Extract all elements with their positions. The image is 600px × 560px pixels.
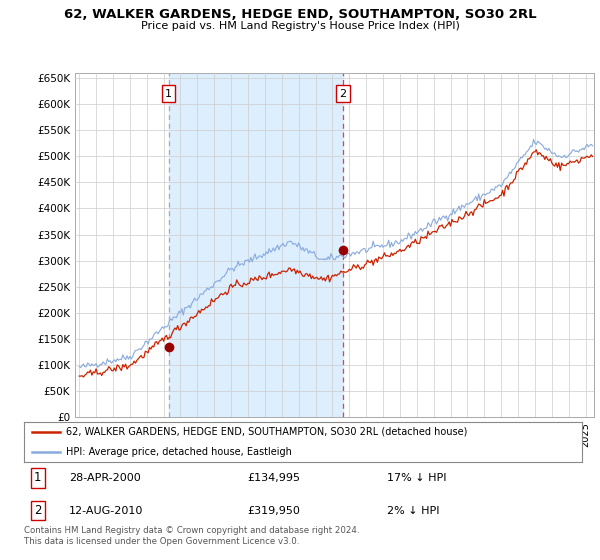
Text: 2: 2	[34, 504, 41, 517]
Text: 28-APR-2000: 28-APR-2000	[68, 473, 140, 483]
Text: 62, WALKER GARDENS, HEDGE END, SOUTHAMPTON, SO30 2RL (detached house): 62, WALKER GARDENS, HEDGE END, SOUTHAMPT…	[66, 427, 467, 437]
Text: £319,950: £319,950	[247, 506, 300, 516]
Text: Contains HM Land Registry data © Crown copyright and database right 2024.
This d: Contains HM Land Registry data © Crown c…	[24, 526, 359, 546]
Bar	[169, 73, 343, 417]
Text: 12-AUG-2010: 12-AUG-2010	[68, 506, 143, 516]
Text: Price paid vs. HM Land Registry's House Price Index (HPI): Price paid vs. HM Land Registry's House …	[140, 21, 460, 31]
Text: 62, WALKER GARDENS, HEDGE END, SOUTHAMPTON, SO30 2RL: 62, WALKER GARDENS, HEDGE END, SOUTHAMPT…	[64, 8, 536, 21]
Text: HPI: Average price, detached house, Eastleigh: HPI: Average price, detached house, East…	[66, 447, 292, 457]
Text: 2% ↓ HPI: 2% ↓ HPI	[387, 506, 439, 516]
Text: £134,995: £134,995	[247, 473, 300, 483]
Text: 17% ↓ HPI: 17% ↓ HPI	[387, 473, 446, 483]
Text: 1: 1	[34, 471, 41, 484]
Text: 2: 2	[340, 88, 347, 99]
Text: 1: 1	[165, 88, 172, 99]
